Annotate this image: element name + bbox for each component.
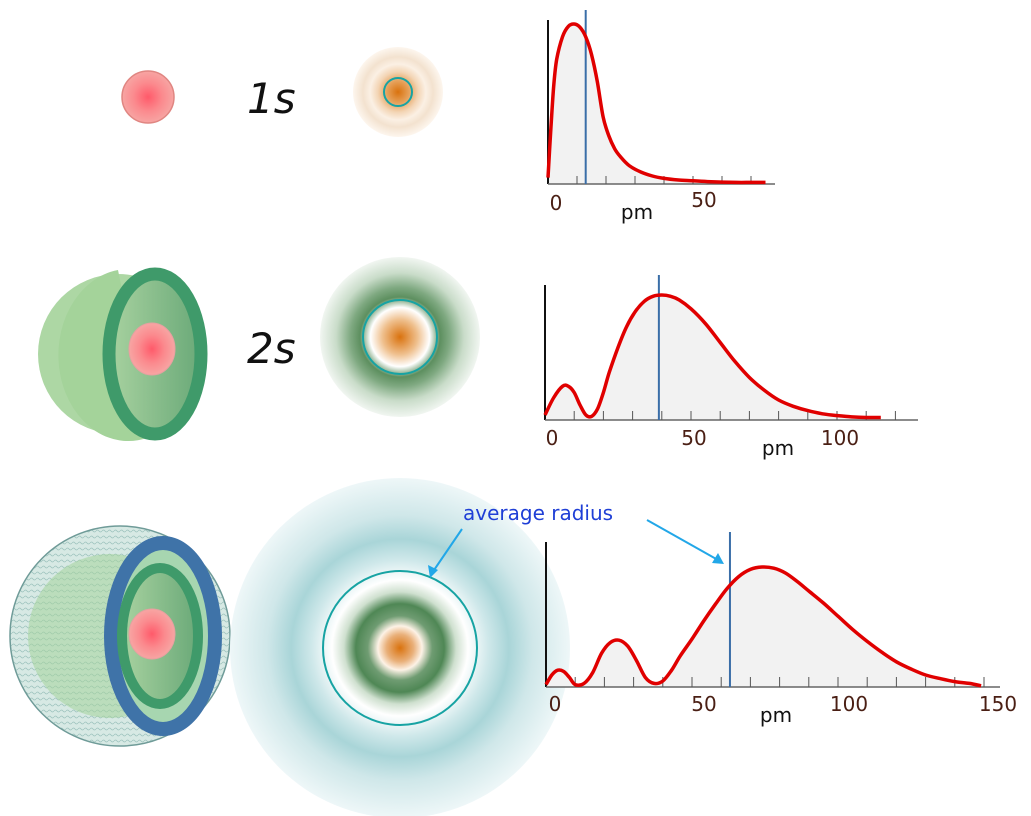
x-tick-label: 100 — [821, 426, 859, 450]
row-1s: 1s — [121, 47, 443, 137]
x-tick-label: 50 — [691, 188, 716, 212]
x-axis-unit-label: pm — [762, 436, 794, 460]
x-tick-label: 0 — [550, 191, 563, 215]
density-cloud-icon — [353, 47, 443, 137]
x-tick-label: 0 — [546, 426, 559, 450]
average-radius-annotation: average radius — [428, 501, 724, 578]
density-cloud-icon — [320, 257, 480, 417]
radial-distribution-chart-3s: 0 50 100 150 pm — [544, 532, 1017, 727]
x-tick-label: 50 — [691, 692, 716, 716]
x-tick-label: 0 — [549, 692, 562, 716]
x-tick-label: 50 — [681, 426, 706, 450]
orbital-label-1s: 1s — [247, 74, 296, 123]
chart-area-fill — [545, 295, 881, 420]
x-axis-unit-label: pm — [621, 200, 653, 224]
chart-area-fill — [546, 566, 982, 687]
density-cloud-icon — [230, 478, 570, 816]
row-3s: 3s — [9, 478, 570, 816]
series-line — [544, 565, 982, 688]
arrow-icon — [431, 528, 463, 574]
radial-distribution-chart-2s: 0 50 100 pm — [543, 275, 918, 460]
shell-cutaway-icon — [38, 267, 208, 442]
orbital-label-2s: 2s — [247, 324, 296, 373]
average-radius-label: average radius — [463, 501, 613, 525]
series-line — [546, 22, 766, 185]
arrow-icon — [428, 565, 438, 578]
shell-cutaway-icon — [9, 525, 231, 747]
x-tick-label: 150 — [979, 692, 1017, 716]
arrow-icon — [646, 519, 719, 561]
radial-distribution-chart-1s: 0 50 pm — [546, 10, 775, 224]
arrow-icon — [712, 553, 724, 564]
series-line — [543, 293, 881, 420]
nucleus-sphere-icon — [121, 70, 175, 124]
row-2s: 2s — [38, 257, 480, 442]
x-axis-unit-label: pm — [760, 703, 792, 727]
chart-area-fill — [548, 23, 766, 185]
x-tick-label: 100 — [830, 692, 868, 716]
